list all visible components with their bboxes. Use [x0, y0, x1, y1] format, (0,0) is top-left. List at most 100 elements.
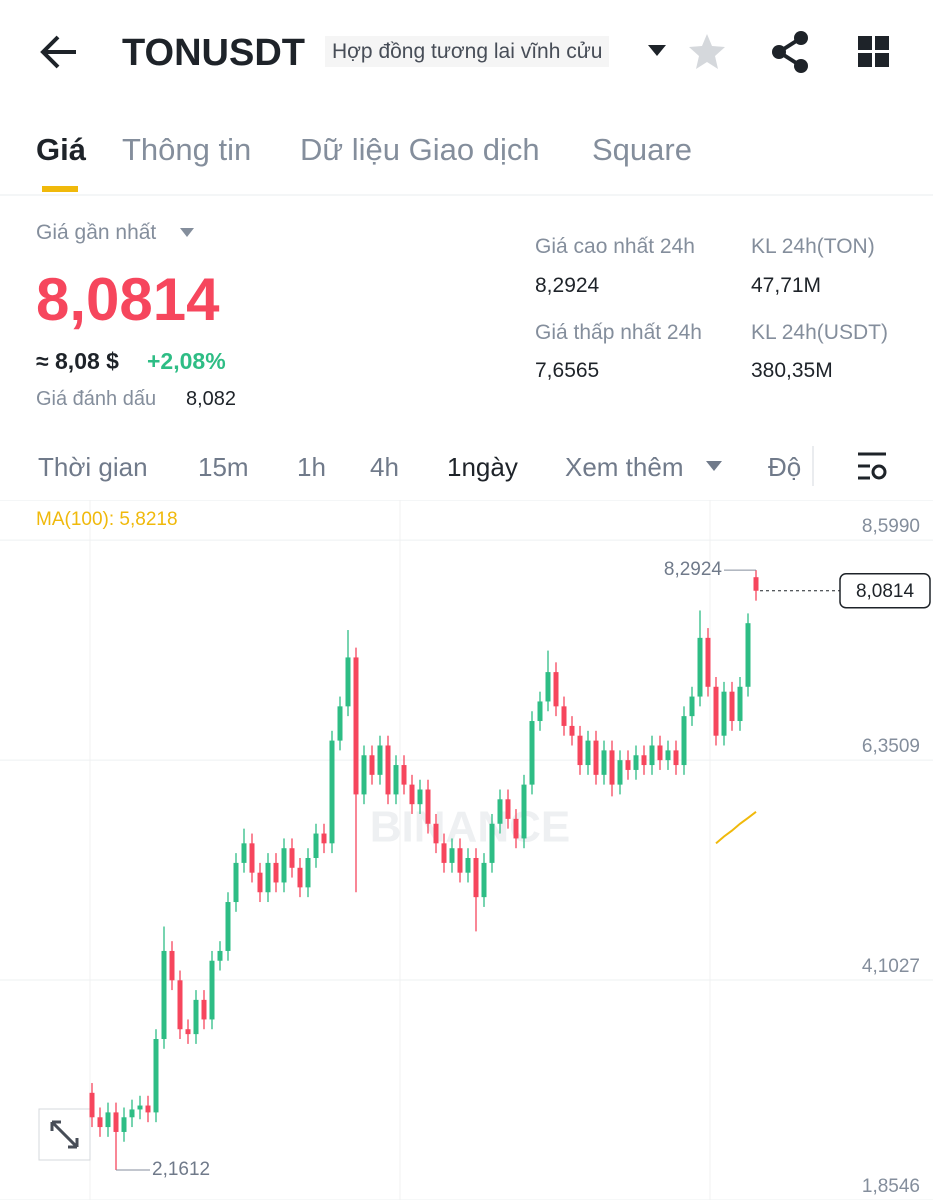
tab[interactable]: Square [592, 132, 692, 167]
candle-body [689, 696, 695, 717]
timeframe[interactable]: 1ngày [447, 452, 518, 482]
timeframe[interactable]: 1h [297, 452, 326, 482]
symbol: TONUSDT [122, 32, 305, 74]
ma-label: MA(100): 5,8218 [36, 509, 178, 530]
y-tick-label: 8,5990 [862, 516, 920, 537]
y-tick-label: 6,3509 [862, 736, 920, 757]
dropdown[interactable] [706, 461, 722, 471]
candle-body [481, 862, 487, 898]
candle-body [153, 1039, 159, 1113]
candle-body [249, 843, 255, 873]
candle-body [753, 577, 759, 591]
candle-body [713, 686, 719, 736]
candle-body [457, 848, 463, 873]
candle-body [281, 848, 287, 883]
candle-body [305, 858, 311, 888]
chart: BINANCE MA(100): 5,8218 8,5990 6,3509 4,10… [0, 500, 933, 1200]
candle-body [617, 760, 623, 785]
candle-body [665, 750, 671, 761]
candle-body [105, 1112, 111, 1128]
timeframe[interactable]: Độ [768, 452, 802, 482]
candle-body [97, 1117, 103, 1128]
candle-body [257, 872, 263, 893]
candle-body [353, 657, 359, 795]
share[interactable] [772, 31, 808, 73]
star[interactable] [689, 34, 725, 69]
price-change: +2,08% [147, 348, 226, 374]
candle-body [737, 686, 743, 722]
expand-button[interactable] [38, 1108, 91, 1161]
indicator-icon[interactable] [858, 452, 887, 480]
candle-body [577, 735, 583, 766]
stat-value: 380,35M [751, 359, 833, 382]
candle-body [233, 862, 239, 903]
candle-body [609, 750, 615, 785]
y-tick-label: 1,8546 [862, 1176, 920, 1197]
candle-body [649, 745, 655, 766]
candle-body [121, 1117, 127, 1132]
high-label: 8,2924 [664, 559, 723, 580]
last-price-box [839, 573, 931, 609]
candle-body [673, 750, 679, 766]
low-label: 2,1612 [152, 1159, 210, 1180]
candle-body [225, 902, 231, 951]
stat-value: 47,71M [751, 274, 822, 297]
candle-body [113, 1112, 119, 1132]
candle-body [721, 691, 727, 736]
dropdown [180, 228, 194, 237]
candle-body [625, 760, 631, 770]
candle-body [521, 784, 527, 839]
stat-label: Giá cao nhất 24h [535, 235, 695, 258]
candle-body [529, 721, 535, 785]
mark-label: Giá đánh dấu [36, 388, 157, 410]
separator [812, 446, 814, 486]
candle-body [329, 740, 335, 844]
timeframe[interactable]: 4h [370, 452, 399, 482]
candle-body [361, 755, 367, 795]
candle-body [145, 1105, 151, 1113]
stat-value: 8,2924 [535, 274, 600, 297]
timeframe[interactable]: 15m [198, 452, 249, 482]
approx-price: ≈ 8,08 $ [36, 348, 119, 374]
candle-body [321, 833, 327, 844]
candle-body [345, 657, 351, 707]
dropdown[interactable] [648, 45, 666, 56]
candle-body [697, 637, 703, 697]
candle-body [705, 637, 711, 687]
candle-body [433, 823, 439, 844]
last-price-tag: 8,0814 [856, 581, 915, 602]
candle-body [201, 999, 207, 1020]
stat-label: Giá thấp nhất 24h [535, 321, 702, 344]
back-arrow[interactable] [40, 35, 76, 69]
candle-body [505, 799, 511, 819]
mark-value: 8,082 [186, 388, 237, 410]
candle-body [313, 833, 319, 859]
candle-body [289, 848, 295, 868]
grid-menu[interactable] [858, 36, 889, 67]
last-price: 8,0814 [36, 266, 220, 333]
candle-body [273, 862, 279, 883]
tab[interactable]: Giá [36, 132, 86, 167]
candle-body [217, 950, 223, 961]
tab[interactable]: Thông tin [122, 132, 252, 167]
candle-body [241, 843, 247, 863]
candle-body [193, 999, 199, 1035]
candle-body [417, 789, 423, 805]
price-label: Giá gần nhất [36, 221, 157, 244]
candle-body [393, 765, 399, 795]
tab[interactable]: Dữ liệu Giao dịch [300, 132, 540, 167]
candle-body [465, 858, 471, 873]
candle-body [161, 950, 167, 1040]
candle-body [129, 1109, 135, 1118]
timeframe[interactable]: Xem thêm [565, 452, 684, 482]
stat-value: 7,6565 [535, 359, 600, 382]
watermark: BINANCE [370, 803, 570, 852]
candle-body [593, 740, 599, 775]
candle-body [137, 1105, 143, 1110]
stat-label: KL 24h(TON) [751, 235, 875, 258]
candle-body [177, 980, 183, 1030]
timeframe[interactable]: Thời gian [38, 452, 148, 482]
candle-body [89, 1092, 95, 1118]
candle-body [473, 858, 479, 898]
candle-body [369, 755, 375, 775]
